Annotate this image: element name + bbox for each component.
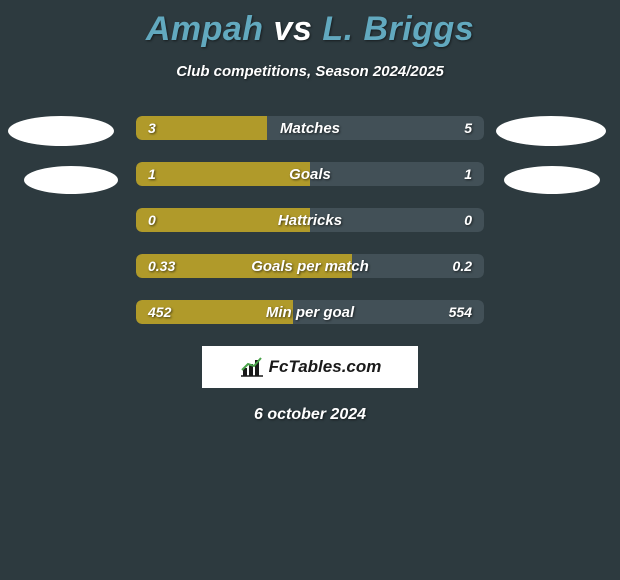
logo-oval	[8, 116, 114, 146]
stat-value-left: 0	[136, 208, 168, 232]
vs-separator: vs	[274, 10, 313, 48]
stat-value-right: 0	[452, 208, 484, 232]
date-label: 6 october 2024	[0, 406, 620, 424]
branding-badge: FcTables.com	[202, 346, 418, 388]
branding-text: FcTables.com	[269, 357, 382, 377]
stat-value-right: 0.2	[441, 254, 484, 278]
stat-value-right: 554	[437, 300, 484, 324]
stat-value-left: 452	[136, 300, 183, 324]
branding-chart-icon	[239, 356, 265, 378]
player1-name: Ampah	[146, 10, 264, 48]
comparison-chart: 35Matches11Goals00Hattricks0.330.2Goals …	[0, 116, 620, 324]
player2-name: L. Briggs	[322, 10, 474, 48]
stat-row: 452554Min per goal	[136, 300, 484, 324]
stat-value-right: 5	[452, 116, 484, 140]
stat-row: 0.330.2Goals per match	[136, 254, 484, 278]
stat-value-left: 3	[136, 116, 168, 140]
stat-value-left: 0.33	[136, 254, 187, 278]
stat-row: 35Matches	[136, 116, 484, 140]
stat-row: 00Hattricks	[136, 208, 484, 232]
stat-value-right: 1	[452, 162, 484, 186]
logo-oval	[496, 116, 606, 146]
stat-rows: 35Matches11Goals00Hattricks0.330.2Goals …	[136, 116, 484, 324]
stat-value-left: 1	[136, 162, 168, 186]
comparison-title: Ampah vs L. Briggs	[0, 0, 620, 49]
stat-row: 11Goals	[136, 162, 484, 186]
logo-oval	[504, 166, 600, 194]
subtitle: Club competitions, Season 2024/2025	[0, 63, 620, 80]
logo-oval	[24, 166, 118, 194]
